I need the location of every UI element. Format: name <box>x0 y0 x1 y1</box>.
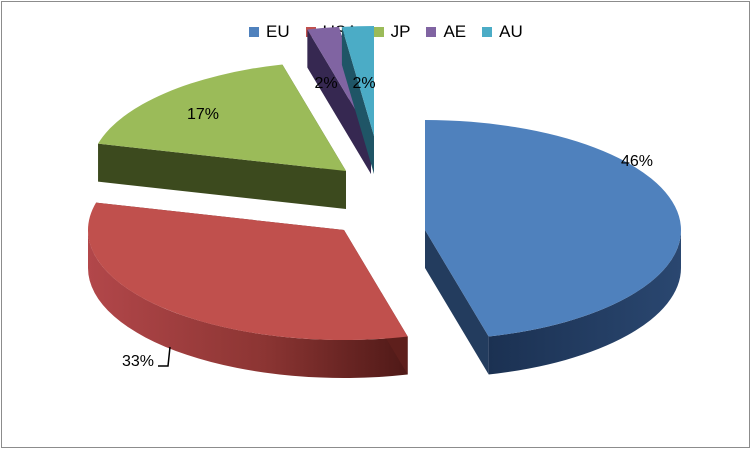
legend: EU USA JP AE AU <box>249 21 523 43</box>
slice-top-au <box>341 26 374 136</box>
legend-item-ae: AE <box>426 22 466 42</box>
leader-line-usa <box>158 346 171 367</box>
slice-layer <box>88 26 682 379</box>
data-label-ae: 2% <box>314 75 337 92</box>
slice-wall-ae-0 <box>307 29 371 174</box>
slice-wall-au-0 <box>341 26 374 174</box>
slice-side-eu <box>488 230 681 375</box>
legend-swatch-jp <box>373 27 384 37</box>
legend-item-jp: JP <box>373 22 411 42</box>
slice-top-usa <box>88 202 408 340</box>
data-label-usa: 33% <box>122 353 154 370</box>
slice-au <box>341 26 374 174</box>
legend-item-eu: EU <box>249 22 290 42</box>
legend-swatch-ae <box>426 27 437 37</box>
legend-label-jp: JP <box>390 22 411 41</box>
legend-label-au: AU <box>499 22 523 41</box>
legend-item-au: AU <box>482 22 523 42</box>
legend-swatch-au <box>482 27 493 37</box>
legend-swatch-eu <box>249 27 259 37</box>
slice-wall-eu-1 <box>425 230 489 375</box>
legend-label-eu: EU <box>266 22 290 41</box>
data-label-au: 2% <box>352 75 375 92</box>
slice-top-jp <box>98 64 346 171</box>
legend-label-ae: AE <box>443 22 467 41</box>
data-label-jp: 17% <box>187 106 219 123</box>
slice-side-usa <box>88 230 408 379</box>
slice-eu <box>425 120 682 375</box>
label-layer: 46% 33% 17% 2% 2% <box>122 75 653 370</box>
slice-top-eu <box>425 120 682 337</box>
slice-usa <box>88 202 408 379</box>
data-label-eu: 46% <box>621 153 653 170</box>
slice-wall-jp-0 <box>98 143 346 209</box>
slice-jp <box>98 64 346 210</box>
